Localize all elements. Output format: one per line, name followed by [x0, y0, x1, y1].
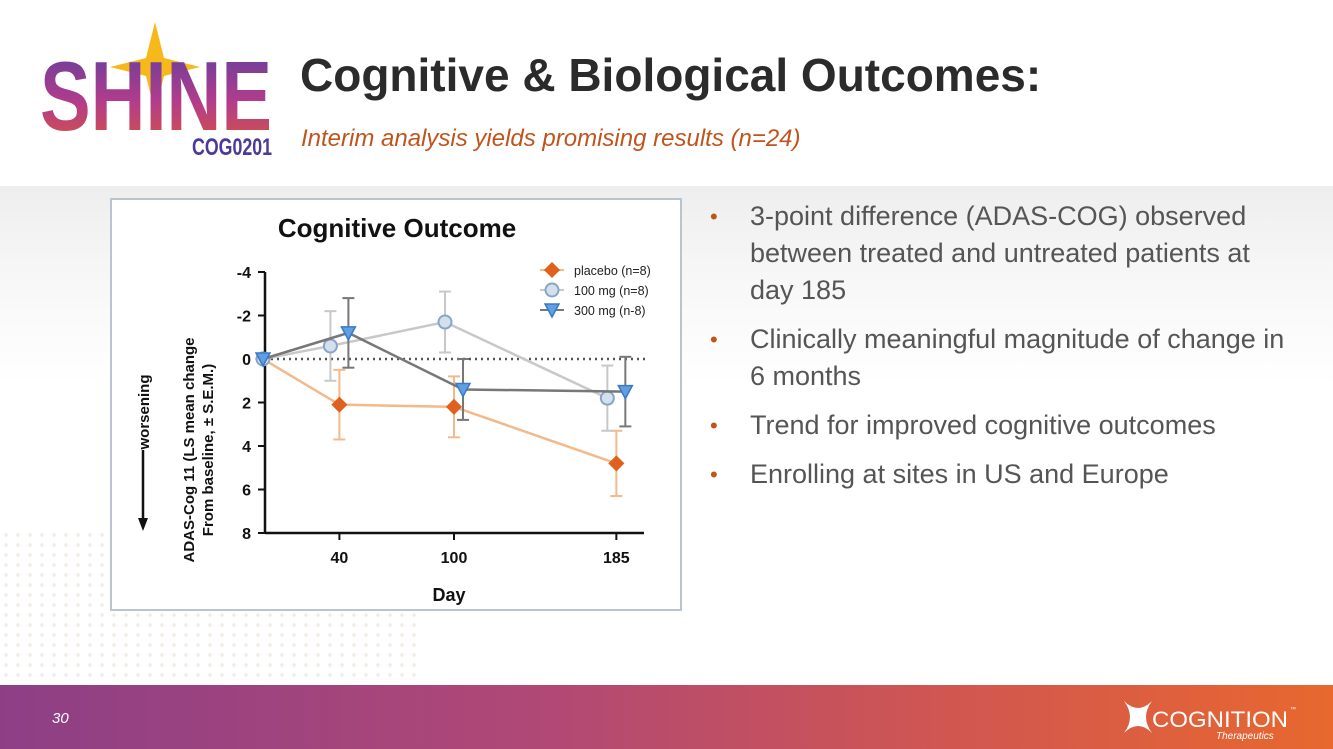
data-point — [445, 398, 463, 415]
worsening-label: worsening — [136, 374, 153, 450]
y-tick-label: -4 — [237, 265, 251, 282]
cognition-logo: COGNITION ™ Therapeutics — [1124, 701, 1296, 741]
legend-marker — [544, 282, 560, 298]
bullet-item: • 3-point difference (ADAS-COG) observed … — [710, 198, 1300, 309]
svg-text:COGNITION: COGNITION — [1152, 707, 1288, 732]
y-axis-label-line2: From baseline, ± S.E.M.) — [200, 364, 217, 536]
page-subtitle: Interim analysis yields promising result… — [301, 125, 801, 152]
bullet-marker: • — [710, 462, 718, 487]
data-point — [608, 455, 625, 472]
x-tick-label: 100 — [441, 550, 468, 567]
legend-label: placebo (n=8) — [574, 264, 651, 278]
y-tick-label: 2 — [242, 396, 251, 413]
legend-marker — [543, 303, 561, 319]
cognitive-outcome-chart: Cognitive Outcome Day ADAS-Cog 11 (LS me… — [136, 213, 651, 605]
bullet-text: 3-point difference (ADAS-COG) observed b… — [750, 201, 1250, 305]
x-tick-label: 40 — [331, 550, 349, 567]
svg-text:SHINE: SHINE — [40, 41, 272, 151]
y-tick-label: -2 — [237, 309, 251, 326]
data-point — [454, 382, 472, 399]
bullet-text: Enrolling at sites in US and Europe — [750, 459, 1169, 489]
data-point — [340, 326, 357, 342]
data-point — [254, 352, 272, 368]
series-0 — [254, 350, 625, 498]
series-line — [262, 320, 608, 400]
bullet-marker: • — [710, 413, 718, 438]
y-axis-label-line1: ADAS-Cog 11 (LS mean change — [181, 337, 198, 562]
y-tick-label: 4 — [242, 439, 251, 456]
data-point — [599, 390, 615, 406]
data-point — [322, 338, 338, 354]
y-tick-label: 6 — [242, 483, 251, 500]
footer-bar — [0, 685, 1333, 749]
svg-text:Therapeutics: Therapeutics — [1216, 731, 1274, 741]
bullet-text: Clinically meaningful magnitude of chang… — [750, 324, 1285, 391]
cognition-mark-icon — [1124, 701, 1152, 733]
chart-legend: placebo (n=8) 100 mg (n=8) 300 mg (n-8) — [540, 261, 651, 319]
legend-label: 100 mg (n=8) — [574, 284, 649, 298]
legend-label: 300 mg (n-8) — [574, 304, 646, 318]
y-tick-label: 8 — [242, 526, 251, 543]
data-point — [437, 314, 453, 330]
series-line — [262, 331, 626, 393]
series-line — [262, 357, 617, 465]
chart-title: Cognitive Outcome — [278, 213, 516, 243]
legend-marker — [543, 261, 561, 279]
series-1 — [255, 290, 615, 432]
chart-frame: Cognitive Outcome Day ADAS-Cog 11 (LS me… — [110, 198, 682, 611]
bullet-item: • Trend for improved cognitive outcomes — [710, 407, 1300, 444]
data-point — [331, 396, 348, 413]
plot-area: -4 -2 0 2 4 6 8 40 100 185 — [237, 265, 645, 567]
series-2 — [254, 297, 634, 428]
y-tick-label: 0 — [242, 352, 251, 369]
page-title: Cognitive & Biological Outcomes: — [300, 49, 1042, 101]
page-number: 30 — [52, 710, 69, 727]
x-axis-label: Day — [432, 585, 465, 605]
worsening-arrow — [138, 450, 148, 531]
bullet-marker: • — [710, 204, 718, 229]
bullet-item: • Enrolling at sites in US and Europe — [710, 456, 1300, 493]
data-point — [617, 384, 634, 401]
bullet-item: • Clinically meaningful magnitude of chan… — [710, 321, 1300, 395]
bullet-text: Trend for improved cognitive outcomes — [750, 410, 1216, 440]
sparkle-icon — [110, 22, 200, 112]
bullet-marker: • — [710, 327, 718, 352]
x-tick-label: 185 — [603, 550, 630, 567]
shine-logo: SHINE COG0201 — [40, 22, 272, 157]
svg-text:™: ™ — [1290, 706, 1296, 713]
svg-text:COG0201: COG0201 — [192, 134, 272, 157]
bullet-list: • 3-point difference (ADAS-COG) observed … — [710, 198, 1300, 505]
